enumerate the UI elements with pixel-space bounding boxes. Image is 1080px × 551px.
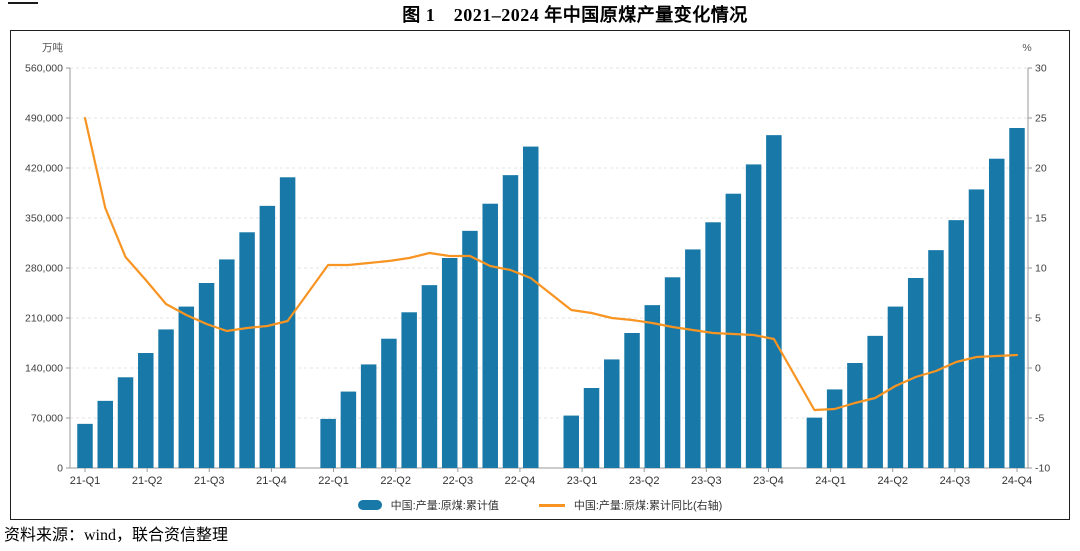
bar [1009,128,1025,468]
y-axis-tick-label: 560,000 [25,63,63,75]
x-axis-tick-label: 21-Q3 [194,475,225,487]
bar [239,232,255,468]
bar [97,400,114,468]
bar [867,335,883,468]
bar [441,258,458,468]
bar [725,193,742,468]
y-axis-tick-label: 210,000 [25,313,63,325]
y-axis-tick-label: 350,000 [25,213,63,225]
line-series-swatch-icon [538,503,565,507]
x-axis-tick-label: 24-Q2 [877,475,908,487]
chart-card: 0 70,000 140,000 210,000 280,000 350,000 420,0… [10,30,1070,520]
bar [583,388,600,468]
y-axis-tick-label: 490,000 [25,113,63,125]
x-axis-tick-label: 23-Q4 [753,475,784,487]
bar [360,364,377,468]
bar [482,203,498,468]
bar [624,333,640,468]
top-left-dash [8,2,38,4]
bar [847,363,863,468]
right-axis-unit-label: % [1022,42,1031,54]
right-axis-tick-label: 0 [1035,363,1041,375]
right-axis-tick-label: -10 [1035,463,1050,475]
bar [907,278,924,468]
bar [77,423,93,468]
x-axis-tick-label: 21-Q1 [70,475,101,487]
bar [745,164,762,468]
bar [685,249,701,468]
chart-title: 图 1 2021–2024 年中国原煤产量变化情况 [402,5,748,25]
bar [219,259,235,468]
bar [462,230,478,468]
bar-series-swatch-icon [357,500,382,510]
y-axis-tick-label: 280,000 [25,263,63,275]
x-axis-tick-label: 22-Q3 [443,475,474,487]
right-axis-tick-label: 20 [1035,163,1047,175]
trend-line [83,116,1019,412]
bar [421,285,438,468]
right-axis-tick-label: 15 [1035,213,1047,225]
y-axis-tick-label: 0 [57,463,63,475]
bar [664,277,681,468]
bar [401,312,417,468]
bar [117,377,134,468]
bar [320,418,336,468]
x-axis-tick-label: 23-Q3 [691,475,722,487]
left-axis-unit-label: 万吨 [42,41,63,54]
bar [563,415,580,468]
coal-production-chart: 0 70,000 140,000 210,000 280,000 350,000 420,0… [25,41,1050,487]
bar [887,306,904,468]
bar [604,359,620,468]
bar [705,222,721,468]
bar [178,306,195,468]
bar [806,417,823,468]
source-note: 资料来源：wind，联合资信整理 [4,527,229,544]
y-axis-tick-label: 420,000 [25,163,63,175]
bar [381,338,397,468]
bar [259,205,276,468]
bar-series-label: 中国:产量:原煤:累计值 [390,500,499,512]
bar [138,353,154,468]
line-series-label: 中国:产量:原煤:累计同比(右轴) [573,500,723,512]
bar [502,175,519,468]
x-axis-tick-label: 22-Q4 [505,475,536,487]
bar [198,283,215,468]
y-axis-tick-label: 70,000 [31,413,63,425]
right-axis-tick-label: -5 [1035,413,1044,425]
bar [340,391,357,468]
right-axis-tick-label: 30 [1035,63,1047,75]
x-axis-tick-label: 24-Q1 [815,475,846,487]
chart-legend: 中国:产量:原煤:累计值 中国:产量:原煤:累计同比(右轴) [11,494,1069,516]
bar [948,220,964,468]
x-axis-tick-label: 22-Q2 [380,475,411,487]
bar [928,250,944,468]
x-axis-tick-label: 24-Q3 [940,475,971,487]
x-axis-tick-label: 24-Q4 [1002,475,1033,487]
right-axis-tick-label: 10 [1035,263,1047,275]
x-axis-tick-label: 23-Q1 [567,475,598,487]
x-axis-tick-label: 21-Q4 [256,475,287,487]
y-axis-tick-label: 140,000 [25,363,63,375]
bar [826,389,843,468]
bar [766,135,782,468]
x-axis-tick-label: 23-Q2 [629,475,660,487]
bar [522,146,539,469]
bar [279,177,296,469]
bar [644,305,661,468]
x-axis-tick-label: 21-Q2 [132,475,163,487]
x-axis-tick-label: 22-Q1 [318,475,349,487]
bar [988,158,1005,468]
right-axis-tick-label: 5 [1035,313,1041,325]
right-axis-tick-label: 25 [1035,113,1047,125]
bar [158,329,174,468]
bar [968,189,985,468]
